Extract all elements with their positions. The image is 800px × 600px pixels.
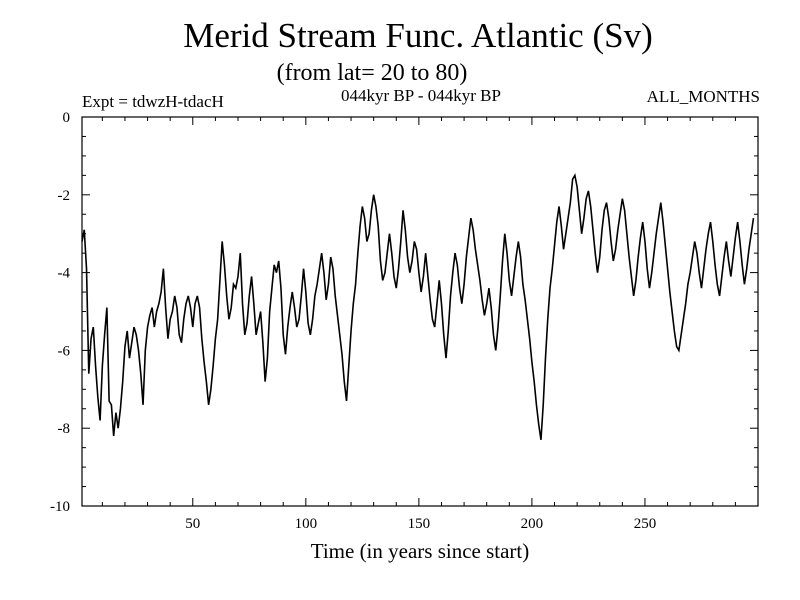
- x-tick-label: 150: [408, 516, 431, 532]
- chart-title: Merid Stream Func. Atlantic (Sv): [183, 16, 653, 55]
- chart-subtitle: (from lat= 20 to 80): [276, 60, 468, 86]
- tick-labels: 50 100 150 200 250 0 -2 -4 -6 -8 -10: [50, 110, 656, 532]
- x-tick-label: 50: [185, 516, 200, 532]
- y-tick-label: -10: [50, 499, 70, 515]
- experiment-label: Expt = tdwzH-tdacH: [82, 92, 224, 111]
- plot-frame: [81, 116, 759, 507]
- x-tick-label: 250: [634, 516, 657, 532]
- y-tick-label: -8: [58, 421, 71, 437]
- y-tick-label: 0: [63, 110, 71, 126]
- y-tick-label: -4: [58, 266, 71, 282]
- period-label: 044kyr BP - 044kyr BP: [341, 86, 501, 105]
- y-tick-label: -2: [58, 188, 71, 204]
- x-tick-label: 100: [295, 516, 318, 532]
- series-line: [81, 173, 755, 440]
- months-label: ALL_MONTHS: [646, 87, 760, 106]
- x-tick-label: 200: [521, 516, 544, 532]
- tick-marks: [82, 117, 758, 506]
- y-tick-label: -6: [58, 343, 71, 359]
- x-axis-label: Time (in years since start): [311, 539, 530, 563]
